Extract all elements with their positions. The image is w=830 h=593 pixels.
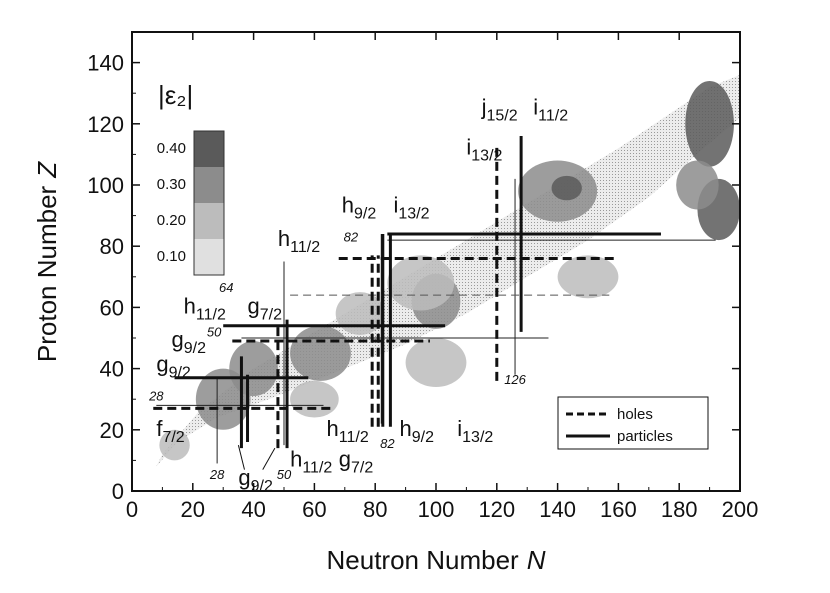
colorbar-swatch	[194, 203, 224, 239]
neutron-magic-label: 50	[277, 467, 292, 482]
y-axis-title-text: Proton Number	[32, 185, 62, 362]
colorbar-tick-label: 0.40	[157, 140, 186, 157]
neutron-magic-label: 28	[209, 467, 225, 482]
neutron-magic-label: 126	[504, 372, 526, 387]
legend-particles-label: particles	[617, 428, 673, 445]
deformation-region	[685, 80, 734, 167]
neutron-magic-label: 82	[380, 436, 395, 451]
colorbar-swatch	[194, 239, 224, 275]
orbital-label: i13/2	[466, 134, 502, 164]
deformation-region	[676, 160, 719, 210]
colorbar-tick-label: 0.20	[157, 212, 186, 229]
orbital-label: i13/2	[393, 193, 429, 223]
orbital-label: g9/2	[172, 327, 207, 357]
x-tick-label: 100	[418, 497, 455, 522]
orbital-label: h9/2	[342, 193, 377, 223]
orbital-label: h11/2	[327, 416, 369, 446]
colorbar-swatch	[194, 167, 224, 203]
deformation-region	[159, 429, 190, 461]
legend-holes-label: holes	[617, 406, 653, 423]
legend: holes particles	[557, 396, 709, 450]
x-tick-label: 80	[363, 497, 387, 522]
y-axis-title: Proton Number Z	[32, 161, 62, 362]
colorbar: |ε₂| 0.40 0.30 0.20 0.10	[157, 80, 225, 276]
x-tick-label: 40	[241, 497, 265, 522]
deformation-region	[387, 255, 455, 311]
orbital-label: h11/2	[290, 447, 332, 477]
x-tick-label: 200	[722, 497, 759, 522]
deformation-region	[405, 338, 467, 387]
orbital-arrow	[237, 444, 245, 470]
orbital-label: h9/2	[400, 416, 435, 446]
orbital-label: i11/2	[533, 95, 568, 125]
svg-text:Proton NumberZ: Proton Number Z	[32, 161, 62, 362]
orbital-label: h11/2	[278, 226, 320, 256]
orbital-label: f7/2	[156, 416, 184, 446]
y-axis-variable: Z	[32, 161, 62, 179]
orbital-label: j15/2	[481, 95, 518, 125]
x-tick-label: 140	[539, 497, 576, 522]
y-tick-label: 100	[87, 173, 124, 198]
deformation-region	[551, 175, 582, 201]
y-tick-label: 0	[112, 479, 124, 504]
y-tick-label: 40	[100, 357, 124, 382]
x-tick-label: 20	[181, 497, 205, 522]
orbital-label: g9/2	[156, 352, 191, 382]
x-tick-label: 120	[478, 497, 515, 522]
shell-lines	[153, 136, 661, 470]
colorbar-swatch	[194, 131, 224, 167]
orbital-label: g7/2	[248, 294, 283, 324]
y-tick-label: 80	[100, 234, 124, 259]
orbital-label: g7/2	[339, 447, 374, 477]
deformation-regions	[159, 80, 740, 461]
colorbar-tick-label: 0.10	[157, 248, 186, 265]
deformation-region	[290, 380, 339, 418]
y-tick-label: 140	[87, 51, 124, 76]
y-tick-label: 120	[87, 112, 124, 137]
x-tick-label: 180	[661, 497, 698, 522]
deformation-region	[557, 255, 619, 299]
deformation-region	[229, 341, 278, 397]
magic-number-lines: 28 50 82 126 28 50 64 82	[148, 178, 716, 482]
proton-magic-label: 64	[219, 280, 233, 295]
proton-magic-label: 28	[148, 389, 164, 404]
x-tick-label: 160	[600, 497, 637, 522]
x-tick-label: 0	[126, 497, 138, 522]
proton-magic-label: 50	[207, 324, 222, 339]
x-axis-variable: N	[527, 545, 546, 575]
y-tick-label: 20	[100, 418, 124, 443]
colorbar-frame	[193, 130, 225, 276]
orbital-label: h11/2	[184, 294, 226, 324]
legend-box	[557, 396, 709, 450]
deformation-region	[290, 325, 351, 381]
x-axis-title-text: Neutron Number	[327, 545, 520, 575]
colorbar-title: |ε₂|	[158, 80, 193, 110]
orbital-arrow	[262, 447, 276, 470]
x-axis-title: Neutron Number N	[327, 545, 546, 575]
orbital-label: i13/2	[457, 416, 493, 446]
y-tick-label: 60	[100, 295, 124, 320]
axes: 0 20 40 60 80 100 120 140 160 180 200 0 20 40 60 80 100 1…	[87, 31, 759, 522]
proton-magic-label: 82	[344, 230, 359, 245]
colorbar-tick-label: 0.30	[157, 176, 186, 193]
x-tick-label: 60	[302, 497, 326, 522]
